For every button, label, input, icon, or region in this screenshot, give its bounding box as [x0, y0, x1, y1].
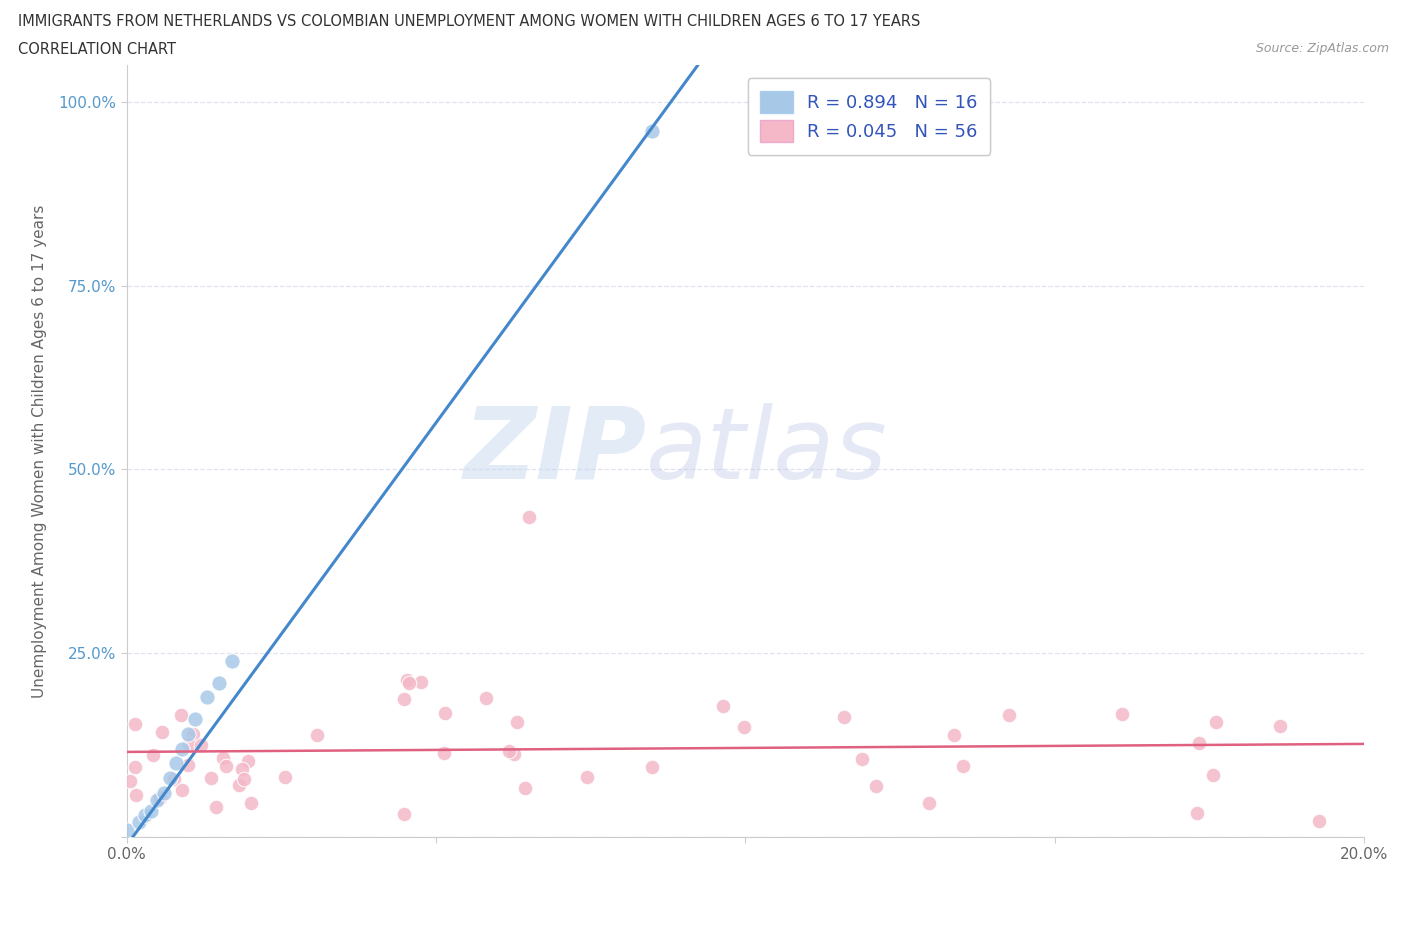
Point — [409, 674, 432, 689]
Point — [118, 774, 141, 789]
Text: Source: ZipAtlas.com: Source: ZipAtlas.com — [1256, 42, 1389, 55]
Text: CORRELATION CHART: CORRELATION CHART — [18, 42, 176, 57]
Point — [1268, 719, 1291, 734]
Point — [163, 772, 186, 787]
Point — [177, 757, 200, 772]
Point — [433, 706, 456, 721]
Point — [733, 720, 755, 735]
Point — [394, 691, 416, 706]
Point — [834, 710, 856, 724]
Point — [190, 737, 212, 752]
Legend: R = 0.894   N = 16, R = 0.045   N = 56: R = 0.894 N = 16, R = 0.045 N = 56 — [748, 78, 990, 154]
Point — [195, 690, 218, 705]
Point — [474, 690, 496, 705]
Point — [172, 741, 194, 756]
Point — [115, 822, 138, 837]
Point — [177, 726, 200, 741]
Point — [134, 807, 156, 822]
Point — [943, 727, 966, 742]
Point — [858, 109, 880, 124]
Point — [502, 747, 524, 762]
Y-axis label: Unemployment Among Women with Children Ages 6 to 17 years: Unemployment Among Women with Children A… — [32, 205, 46, 698]
Point — [273, 769, 295, 784]
Point — [851, 751, 873, 766]
Point — [641, 124, 664, 139]
Point — [575, 769, 598, 784]
Point — [150, 724, 173, 739]
Point — [952, 758, 974, 773]
Point — [398, 676, 420, 691]
Point — [208, 675, 231, 690]
Point — [170, 708, 193, 723]
Point — [215, 759, 238, 774]
Point — [307, 728, 329, 743]
Text: ZIP: ZIP — [463, 403, 647, 499]
Text: atlas: atlas — [647, 403, 887, 499]
Point — [392, 807, 415, 822]
Point — [124, 716, 146, 731]
Text: IMMIGRANTS FROM NETHERLANDS VS COLOMBIAN UNEMPLOYMENT AMONG WOMEN WITH CHILDREN : IMMIGRANTS FROM NETHERLANDS VS COLOMBIAN… — [18, 14, 921, 29]
Point — [159, 771, 181, 786]
Point — [124, 760, 146, 775]
Point — [998, 708, 1021, 723]
Point — [1205, 714, 1227, 729]
Point — [433, 746, 456, 761]
Point — [125, 788, 148, 803]
Point — [865, 778, 887, 793]
Point — [396, 673, 419, 688]
Point — [141, 804, 163, 818]
Point — [231, 762, 253, 777]
Point — [181, 726, 204, 741]
Point — [711, 699, 734, 714]
Point — [212, 751, 235, 765]
Point — [1308, 814, 1330, 829]
Point — [515, 780, 537, 795]
Point — [152, 786, 174, 801]
Point — [177, 737, 200, 751]
Point — [498, 743, 520, 758]
Point — [205, 799, 228, 814]
Point — [918, 795, 941, 810]
Point — [640, 759, 662, 774]
Point — [1201, 767, 1223, 782]
Point — [128, 815, 150, 830]
Point — [236, 753, 259, 768]
Point — [221, 653, 243, 668]
Point — [506, 714, 529, 729]
Point — [146, 792, 169, 807]
Point — [228, 777, 250, 792]
Point — [172, 782, 194, 797]
Point — [1188, 736, 1211, 751]
Point — [239, 795, 262, 810]
Point — [142, 748, 165, 763]
Point — [1111, 706, 1133, 721]
Point — [1185, 805, 1208, 820]
Point — [183, 712, 205, 727]
Point — [200, 771, 222, 786]
Point — [517, 510, 540, 525]
Point — [233, 771, 256, 786]
Point — [149, 790, 172, 805]
Point — [165, 756, 187, 771]
